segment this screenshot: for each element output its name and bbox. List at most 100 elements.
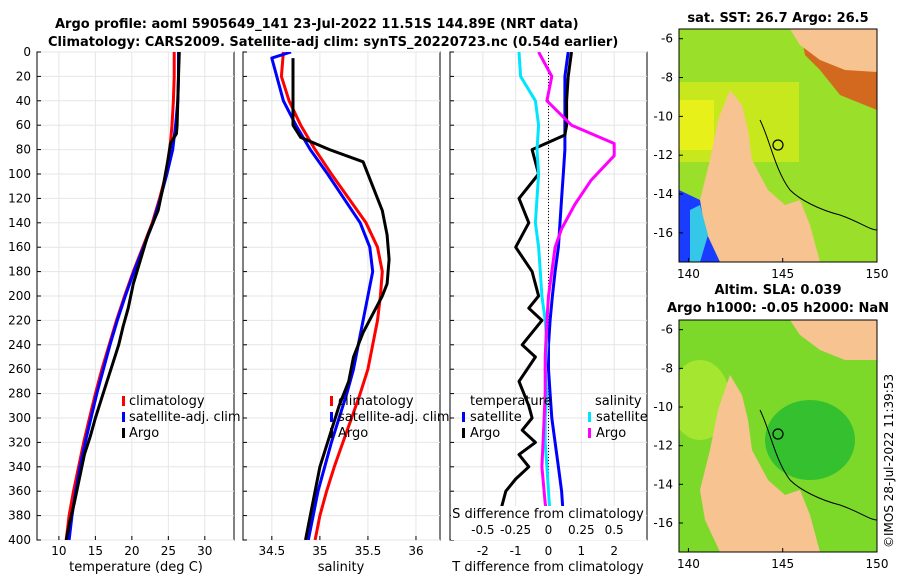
depth-tick-label: 200 <box>8 289 31 303</box>
sst-map-land-new-guinea <box>679 29 877 72</box>
s-difference-tick-label: 0.5 <box>605 523 624 537</box>
temperature-axes: 0 20 40 60 80 100 120 140 160 180 200 220 240 260 280 3… <box>8 45 234 558</box>
s-difference-ticks: -0.5 -0.25 0 0.25 0.5 <box>471 523 624 537</box>
difference-x-tick-label: 2 <box>610 544 618 558</box>
temperature-series-argo <box>64 52 181 540</box>
legend-mark-climatology <box>122 396 125 406</box>
sst-map-yellow-band <box>679 100 714 150</box>
sla-map-subtitle: Argo h1000: -0.05 h2000: NaN <box>667 301 889 316</box>
sla-map-lat-label: -14 <box>653 477 673 491</box>
s-difference-label-background <box>451 506 646 540</box>
legend-title-salinity: salinity <box>595 394 642 409</box>
sst-map: sat. SST: 26.7 Argo: 26.5 140 145 150 -6 -8 -… <box>653 11 888 281</box>
depth-tick-label: 340 <box>8 460 31 474</box>
legend-label-climatology: climatology <box>338 394 414 409</box>
depth-tick-label: 260 <box>8 362 31 376</box>
difference-x-tick-label: -2 <box>477 544 489 558</box>
s-difference-tick-label: -0.5 <box>471 523 494 537</box>
sst-map-lat-label: -8 <box>661 71 673 85</box>
salinity-legend: climatology satellite-adj. clim Argo <box>330 394 450 441</box>
depth-tick-label: 140 <box>8 216 31 230</box>
sla-map-lat-label: -8 <box>661 361 673 375</box>
legend-label-argo: Argo <box>129 426 159 441</box>
temperature-x-label: temperature (deg C) <box>69 560 203 575</box>
legend-label-argo: Argo <box>338 426 368 441</box>
depth-tick-label: 240 <box>8 338 31 352</box>
salinity-series <box>270 52 391 540</box>
difference-x-label: T difference from climatology <box>451 560 644 575</box>
depth-tick-label: 180 <box>8 265 31 279</box>
sla-map-argo-marker <box>772 428 784 440</box>
legend-mark-satellite <box>122 412 125 422</box>
sst-map-lat-label: -14 <box>653 187 673 201</box>
depth-tick-label: 120 <box>8 191 31 205</box>
temperature-series <box>64 52 181 540</box>
s-difference-tick-label: -0.25 <box>500 523 531 537</box>
legend-label-temp-satellite: satellite <box>470 410 522 425</box>
salinity-series-satellite-adj-clim <box>270 52 375 540</box>
sla-map-ticks: 140 145 150 -6 -8 -10 -12 -14 -16 <box>653 323 888 571</box>
legend-label-temp-argo: Argo <box>470 426 500 441</box>
sst-map-lon-label: 140 <box>677 267 700 281</box>
salinity-axes: 34.5 35 35.5 36 <box>243 51 440 558</box>
legend-title-temperature: temperature <box>470 394 552 409</box>
difference-x-tick-label: 0 <box>545 544 553 558</box>
sst-map-lon-label: 145 <box>771 267 794 281</box>
legend-mark-temp-argo <box>462 428 465 438</box>
sla-map-lon-label: 140 <box>677 557 700 571</box>
sst-map-lon-label: 150 <box>866 267 889 281</box>
depth-tick-label: 360 <box>8 484 31 498</box>
temperature-x-tick-label: 15 <box>88 544 103 558</box>
temperature-x-tick-label: 10 <box>51 544 66 558</box>
s-difference-label: S difference from climatology <box>452 507 644 522</box>
legend-mark-climatology <box>330 396 333 406</box>
figure-title-line1: Argo profile: aoml 5905649_141 23-Jul-20… <box>55 17 579 32</box>
temperature-x-tick-label: 30 <box>197 544 212 558</box>
legend-label-climatology: climatology <box>129 394 205 409</box>
legend-mark-argo <box>122 428 125 438</box>
sla-map-lat-label: -10 <box>653 400 673 414</box>
depth-tick-label: 60 <box>16 118 31 132</box>
legend-mark-satellite <box>330 412 333 422</box>
difference-series-salinity-argo <box>537 52 616 540</box>
copyright-stamp: ©IMOS 28-Jul-2022 11:39:53 <box>882 374 896 548</box>
salinity-series-argo <box>291 58 391 540</box>
legend-mark-temp-satellite <box>462 412 465 422</box>
legend-mark-sal-satellite <box>588 412 591 422</box>
sst-map-ticks: 140 145 150 -6 -8 -10 -12 -14 -16 <box>653 32 888 281</box>
sla-map-anomaly-high <box>765 400 855 480</box>
depth-tick-label: 0 <box>23 45 31 59</box>
temperature-series-satellite-adj-clim <box>67 52 180 540</box>
sla-map-frame <box>678 319 878 553</box>
sst-map-argo-marker <box>772 139 784 151</box>
sla-map-shelf-contour <box>759 409 877 521</box>
depth-tick-label: 300 <box>8 411 31 425</box>
salinity-series-climatology <box>279 52 384 540</box>
depth-tick-label: 400 <box>8 533 31 547</box>
temperature-legend: climatology satellite-adj. clim Argo <box>122 394 241 441</box>
depth-tick-label: 280 <box>8 387 31 401</box>
legend-label-satellite: satellite-adj. clim <box>338 410 450 425</box>
sla-map-title: Altim. SLA: 0.039 <box>715 283 842 298</box>
difference-series-temperature-argo <box>497 52 573 540</box>
legend-label-sal-argo: Argo <box>596 426 626 441</box>
sst-map-lat-label: -10 <box>653 109 673 123</box>
sla-map: Altim. SLA: 0.039 Argo h1000: -0.05 h200… <box>653 283 889 571</box>
legend-mark-sal-argo <box>588 428 591 438</box>
sla-map-land-australia <box>700 375 820 552</box>
sla-map-lat-label: -16 <box>653 516 673 530</box>
s-difference-tick-label: 0 <box>545 523 553 537</box>
sst-map-lat-label: -12 <box>653 148 673 162</box>
sst-map-title: sat. SST: 26.7 Argo: 26.5 <box>687 11 868 26</box>
sst-map-cyan-coast <box>690 205 708 262</box>
salinity-x-label: salinity <box>318 560 365 575</box>
s-difference-tick-label: 0.25 <box>568 523 595 537</box>
sla-map-lat-label: -6 <box>661 323 673 337</box>
legend-mark-argo <box>330 428 333 438</box>
depth-tick-label: 100 <box>8 167 31 181</box>
difference-series <box>497 52 616 540</box>
sst-map-lat-label: -16 <box>653 226 673 240</box>
salinity-x-tick-label: 34.5 <box>258 544 285 558</box>
difference-series-salinity-satellite <box>517 52 554 540</box>
